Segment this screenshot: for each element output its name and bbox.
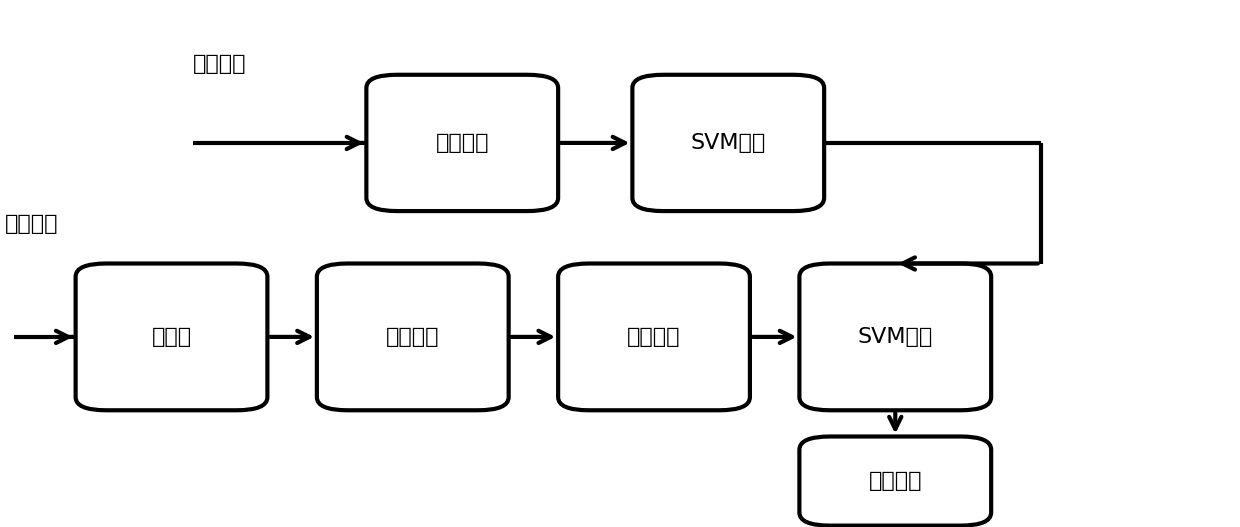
Text: 预处理: 预处理	[151, 327, 191, 347]
FancyBboxPatch shape	[558, 264, 750, 411]
Text: SVM训练: SVM训练	[691, 133, 766, 153]
FancyBboxPatch shape	[317, 264, 508, 411]
Text: 图像分割: 图像分割	[386, 327, 439, 347]
Text: 训练样本: 训练样本	[193, 54, 247, 74]
Text: SVM判定: SVM判定	[858, 327, 932, 347]
Text: 待检图像: 待检图像	[5, 214, 58, 234]
FancyBboxPatch shape	[632, 75, 825, 211]
FancyBboxPatch shape	[800, 436, 991, 525]
Text: 特征提取: 特征提取	[435, 133, 489, 153]
FancyBboxPatch shape	[76, 264, 268, 411]
Text: 判定输出: 判定输出	[868, 471, 923, 491]
FancyBboxPatch shape	[800, 264, 991, 411]
Text: 特征提取: 特征提取	[627, 327, 681, 347]
FancyBboxPatch shape	[366, 75, 558, 211]
